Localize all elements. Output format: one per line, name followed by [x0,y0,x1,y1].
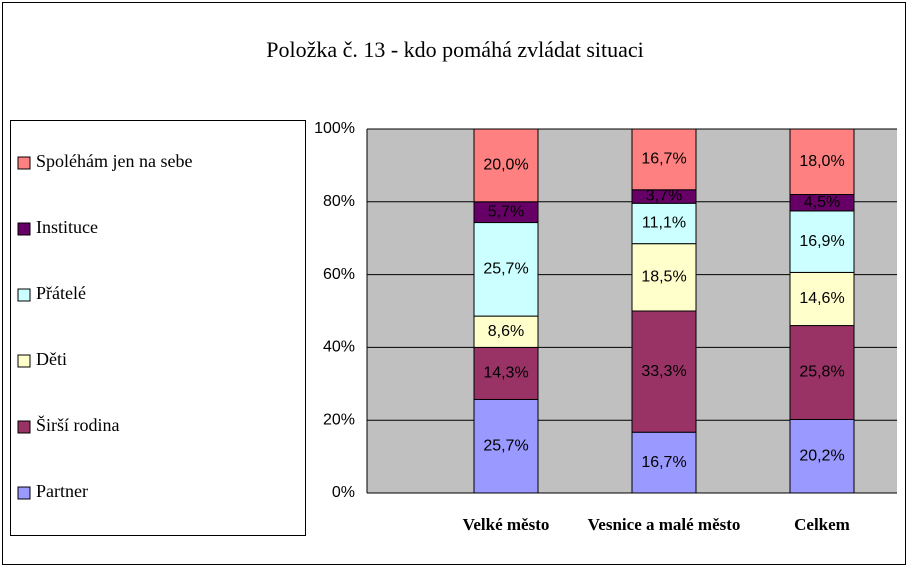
y-tick-label: 80% [323,193,355,210]
bar-segment [631,431,697,494]
data-label: 18,5% [641,269,686,286]
bar-segment [473,346,539,400]
bar-segment [789,418,855,494]
bar-segment [789,210,855,273]
data-label: 11,1% [642,215,686,232]
bar-segment [631,310,697,433]
y-tick-label: 20% [323,411,355,428]
bar-segment [789,128,855,196]
data-label: 4,5% [804,194,840,211]
x-tick-label: Vesnice a malé město [588,515,741,534]
legend-swatch [17,156,31,170]
bar-segment [631,128,697,191]
data-label: 16,7% [641,151,686,168]
bar-segment [473,128,539,203]
legend-label: Děti [36,349,67,369]
legend-label: Přátelé [36,283,86,303]
data-label: 33,3% [641,363,686,380]
bar-segment [789,325,855,420]
bar-segment [631,243,697,312]
data-label: 25,7% [483,437,528,454]
y-tick-label: 0% [332,484,355,501]
y-tick-label: 100% [314,120,355,137]
data-label: 18,0% [799,153,844,170]
legend-swatch [17,222,31,236]
legend-swatch [17,288,31,302]
data-label: 5,7% [488,203,524,220]
data-label: 3,7% [646,188,682,205]
data-label: 8,6% [488,323,524,340]
data-label: 20,2% [799,447,844,464]
bar-segment [473,315,539,348]
legend-box [10,120,306,536]
y-tick-label: 40% [323,339,355,356]
data-label: 14,6% [799,290,844,307]
legend-swatch [17,354,31,368]
data-label: 16,9% [799,233,844,250]
data-label: 25,8% [799,364,844,381]
bar-segment [473,398,539,494]
bar-segment [631,202,697,245]
x-tick-label: Celkem [794,515,850,534]
legend-label: Širší rodina [36,414,120,435]
chart-title: Položka č. 13 - kdo pomáhá zvládat situa… [266,37,644,62]
legend-label: Partner [36,481,88,501]
data-label: 16,7% [641,454,686,471]
legend-label: Instituce [36,217,98,237]
data-label: 14,3% [483,365,528,382]
data-label: 25,7% [483,261,528,278]
y-tick-label: 60% [323,266,355,283]
data-label: 20,0% [483,157,528,174]
legend-label: Spoléhám jen na sebe [36,151,192,171]
legend-swatch [17,420,31,434]
x-tick-label: Velké město [463,515,550,534]
bar-segment [473,222,539,317]
bar-segment [789,271,855,327]
legend-swatch [17,486,31,500]
